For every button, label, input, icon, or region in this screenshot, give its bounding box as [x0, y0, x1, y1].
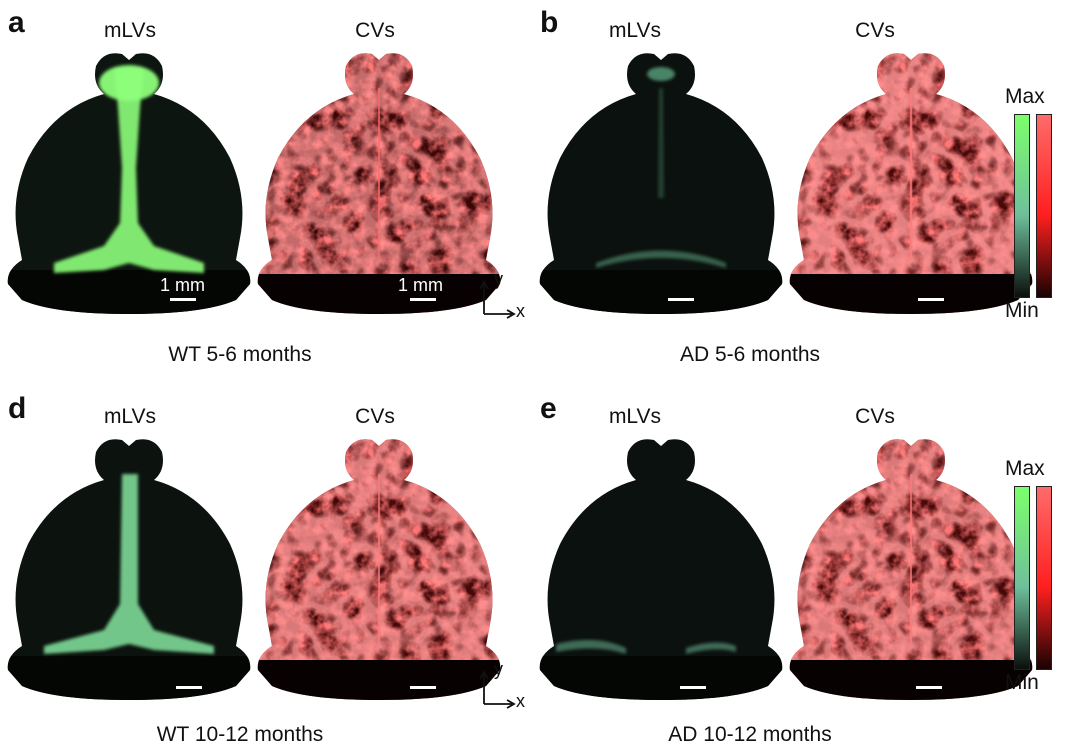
channel-label-mlvs: mLVs [608, 405, 662, 428]
scale-bar [668, 298, 694, 301]
legend-min-label: Min [1005, 671, 1039, 694]
panel-letter-d: d [8, 392, 27, 425]
scale-bar [410, 686, 436, 689]
channel-label-cvs: CVs [855, 19, 895, 42]
panel-caption: AD 10-12 months [668, 723, 832, 746]
panel-letter-a: a [8, 6, 25, 39]
channel-label-cvs: CVs [855, 405, 895, 428]
channel-label-cvs: CVs [355, 19, 395, 42]
scale-bar [680, 686, 706, 689]
scale-bar [918, 298, 944, 301]
brain-image-mlvs-wt-5-6 [7, 53, 251, 314]
scale-label: 1 mm [160, 275, 205, 295]
legend-bar-cvs [1036, 486, 1052, 670]
legend-bar-mlvs [1014, 486, 1030, 670]
brain-image-mlvs-ad-5-6 [539, 53, 783, 314]
scale-bar [170, 298, 196, 301]
channel-label-mlvs: mLVs [103, 405, 157, 428]
scale-bar [410, 298, 436, 301]
legend-min-label: Min [1005, 299, 1039, 322]
brain-image-cvs-ad-10-12 [789, 439, 1033, 700]
panel-letter-e: e [540, 392, 557, 425]
axis-label-y: y [494, 269, 503, 289]
brain-image-mlvs-wt-10-12 [7, 439, 251, 700]
axis-label-x: x [516, 691, 525, 711]
axis-label-x: x [516, 301, 525, 321]
legend-bar-cvs [1036, 114, 1052, 298]
panel-caption: WT 5-6 months [168, 343, 312, 366]
orientation-axes-icon [479, 670, 516, 709]
panel-caption: WT 10-12 months [156, 723, 324, 746]
legend-max-label: Max [1005, 85, 1045, 108]
channel-label-mlvs: mLVs [103, 19, 157, 42]
brain-image-cvs-wt-10-12 [257, 439, 501, 700]
brain-image-cvs-wt-5-6 [257, 53, 501, 314]
panel-caption: AD 5-6 months [679, 343, 821, 366]
brain-image-cvs-ad-5-6 [789, 53, 1033, 314]
axis-label-y: y [494, 659, 503, 679]
orientation-axes-icon [479, 280, 516, 319]
panel-letter-b: b [540, 6, 559, 39]
brain-image-mlvs-ad-10-12 [539, 439, 783, 700]
scale-label: 1 mm [398, 275, 443, 295]
channel-label-cvs: CVs [355, 405, 395, 428]
scale-bar [176, 686, 202, 689]
legend-bar-mlvs [1014, 114, 1030, 298]
channel-label-mlvs: mLVs [608, 19, 662, 42]
scale-bar [916, 686, 942, 689]
legend-max-label: Max [1005, 457, 1045, 480]
